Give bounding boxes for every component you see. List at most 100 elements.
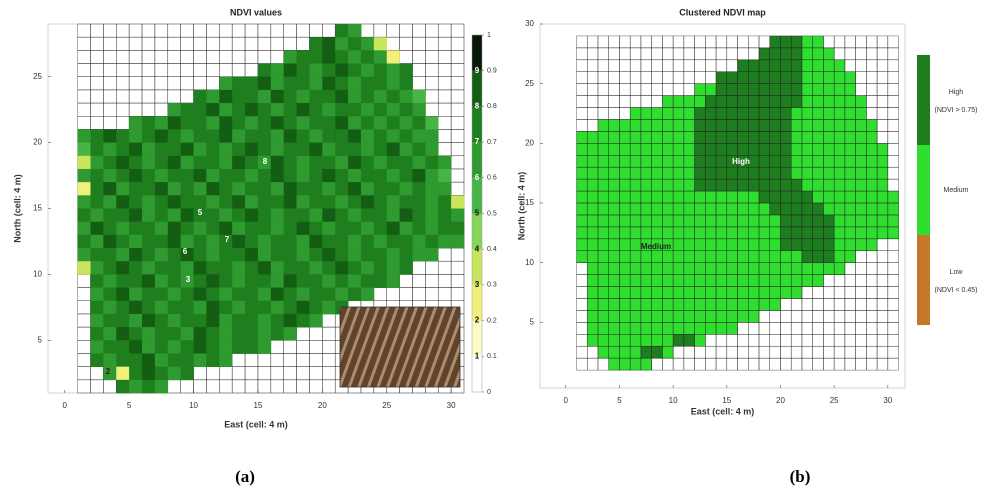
cell: [245, 234, 259, 249]
colorbar-tick-label: 1: [487, 32, 491, 39]
cell: [154, 195, 169, 209]
cell: [780, 226, 792, 240]
cell: [769, 95, 781, 108]
cell: [386, 208, 400, 222]
cell: [694, 107, 706, 120]
cell: [791, 155, 803, 168]
cell: [748, 155, 760, 168]
cell: [791, 262, 803, 275]
cell: [597, 119, 610, 132]
cell: [587, 131, 599, 144]
cell: [180, 340, 194, 354]
cell: [90, 261, 104, 275]
cell: [748, 167, 760, 180]
cell: [640, 143, 652, 156]
cell: [412, 116, 426, 130]
cell: [651, 262, 663, 275]
cell: [245, 103, 259, 117]
cell: [438, 208, 452, 222]
cell: [630, 203, 642, 216]
cell: [193, 221, 207, 236]
cell: [576, 167, 588, 180]
cell: [129, 353, 143, 367]
cell: [673, 322, 685, 335]
x-tick-label: 25: [830, 396, 839, 405]
cell: [673, 95, 685, 108]
colorbar-tick-label: 0: [487, 389, 491, 396]
cell: [90, 274, 104, 288]
cell: [129, 313, 143, 328]
cell: [759, 298, 771, 311]
cell: [322, 50, 336, 64]
cell: [245, 287, 259, 302]
cell: [386, 168, 400, 183]
colorbar-level-label: 9: [475, 66, 480, 75]
cell: [780, 262, 792, 275]
cell: [651, 191, 663, 204]
cell: [812, 250, 824, 263]
cell: [834, 83, 846, 96]
cell: [386, 155, 400, 170]
cell: [103, 221, 117, 236]
cell: [651, 322, 663, 335]
cell: [608, 226, 620, 240]
cell: [823, 71, 835, 84]
cell: [748, 119, 760, 132]
cell: [283, 274, 297, 288]
cell: [694, 262, 706, 275]
cell: [576, 143, 588, 156]
cell: [705, 322, 717, 335]
cell: [812, 35, 824, 49]
cell: [142, 300, 156, 315]
cell: [335, 76, 349, 91]
colorbar-level-label: 5: [475, 209, 480, 218]
cell: [322, 168, 336, 183]
cell: [451, 221, 465, 236]
cell: [662, 155, 674, 168]
cell: [245, 208, 259, 222]
cell: [154, 129, 169, 143]
cell: [232, 274, 246, 288]
cell: [769, 191, 781, 204]
cell: [587, 262, 599, 275]
cell: [283, 261, 297, 275]
cell: [193, 182, 207, 196]
cell: [270, 155, 284, 170]
cell: [373, 116, 388, 130]
cell: [759, 262, 771, 275]
cell: [812, 59, 824, 73]
cell: [608, 131, 620, 144]
cell: [737, 191, 749, 204]
cell: [619, 191, 631, 204]
cell: [373, 261, 388, 275]
cell: [322, 274, 336, 288]
cell: [283, 168, 297, 183]
colorbar-level-label: 3: [475, 280, 480, 289]
cell: [737, 107, 749, 120]
cell: [90, 208, 104, 222]
cell: [855, 238, 867, 252]
cell: [180, 234, 194, 249]
cell: [103, 155, 117, 170]
cell: [232, 129, 246, 143]
cell: [737, 262, 749, 275]
cell: [386, 142, 400, 157]
cell: [791, 107, 803, 120]
cell: [812, 167, 824, 180]
cell: [683, 191, 695, 204]
cell: [791, 214, 803, 228]
cell: [296, 287, 310, 302]
cell: [844, 95, 856, 108]
cell: [630, 346, 642, 359]
cell: [801, 47, 813, 61]
cell: [90, 221, 104, 236]
cell: [791, 131, 803, 144]
cell: [373, 129, 388, 143]
cell: [683, 286, 695, 299]
cell: [142, 234, 156, 249]
cell: [705, 262, 717, 275]
cell: [116, 168, 130, 183]
cell: [245, 327, 259, 341]
cell: [737, 214, 749, 228]
cell: [759, 238, 771, 252]
